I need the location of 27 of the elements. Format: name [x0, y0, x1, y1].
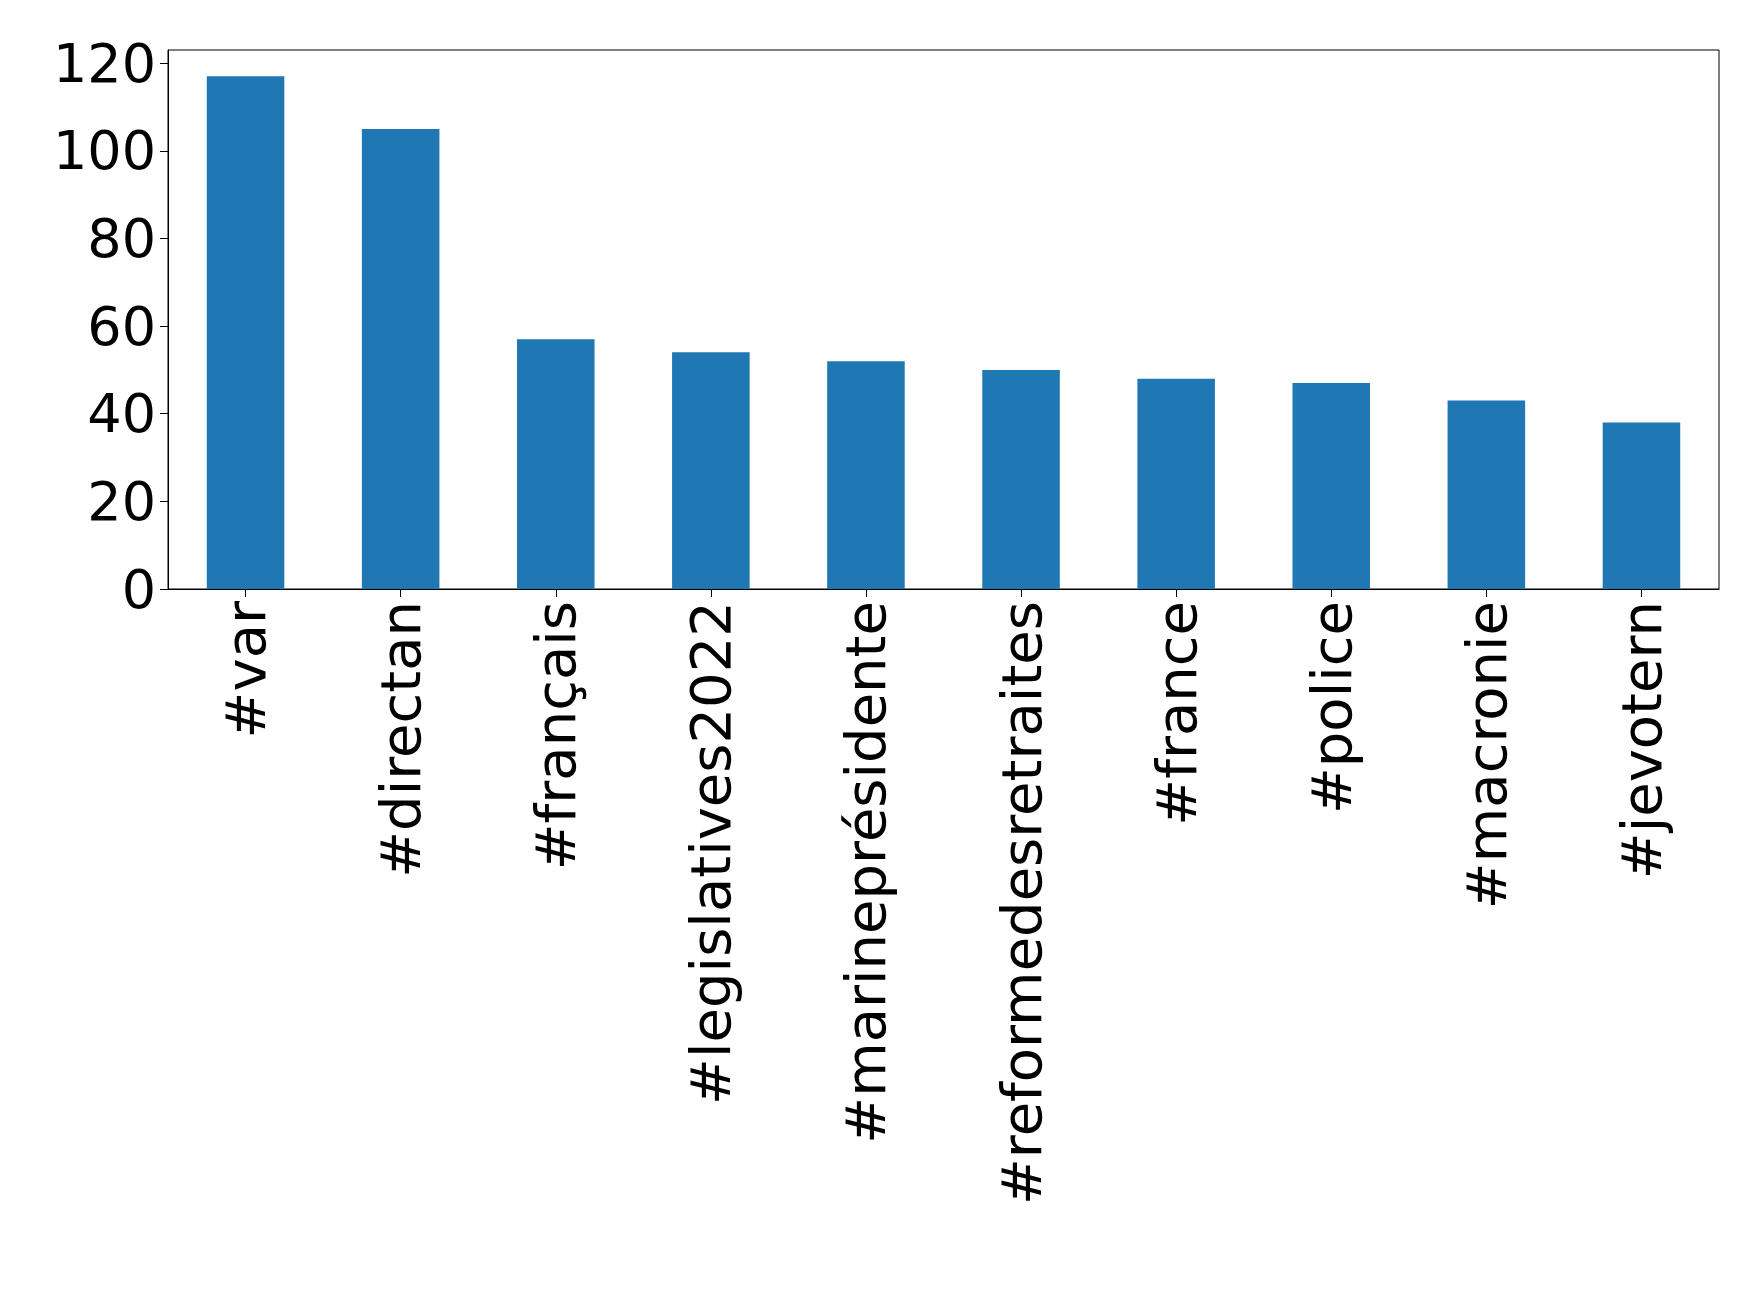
- y-tick-label: 80: [87, 206, 156, 270]
- x-tick-label: #reformedesretraites: [988, 601, 1054, 1206]
- bar: [827, 361, 905, 589]
- bar: [1447, 400, 1526, 589]
- bar: [1602, 422, 1681, 589]
- x-tick-label: #police: [1298, 601, 1364, 815]
- x-tick-label: #directan: [368, 601, 434, 878]
- y-tick-label: 60: [87, 294, 156, 358]
- bar: [1137, 378, 1215, 589]
- y-tick-label: 40: [87, 382, 156, 446]
- x-tick-label: #marineprésidente: [833, 601, 899, 1144]
- x-tick-label: #france: [1143, 601, 1209, 826]
- x-tick-label: #jevotern: [1608, 601, 1674, 880]
- x-tick-label: #legislatives2022: [678, 601, 744, 1105]
- y-tick-label: 100: [52, 119, 156, 183]
- y-tick-label: 20: [87, 469, 156, 533]
- bar: [1292, 383, 1371, 589]
- x-tick-label: #français: [523, 601, 589, 871]
- x-tick-label: #macronie: [1453, 601, 1519, 910]
- bar: [982, 369, 1060, 589]
- bar: [206, 76, 285, 589]
- y-tick-label: 120: [52, 31, 156, 95]
- y-tick-label: 0: [121, 557, 156, 621]
- bar: [361, 128, 440, 589]
- bar: [516, 339, 595, 589]
- bar: [672, 352, 750, 589]
- x-tick-label: #var: [213, 600, 279, 739]
